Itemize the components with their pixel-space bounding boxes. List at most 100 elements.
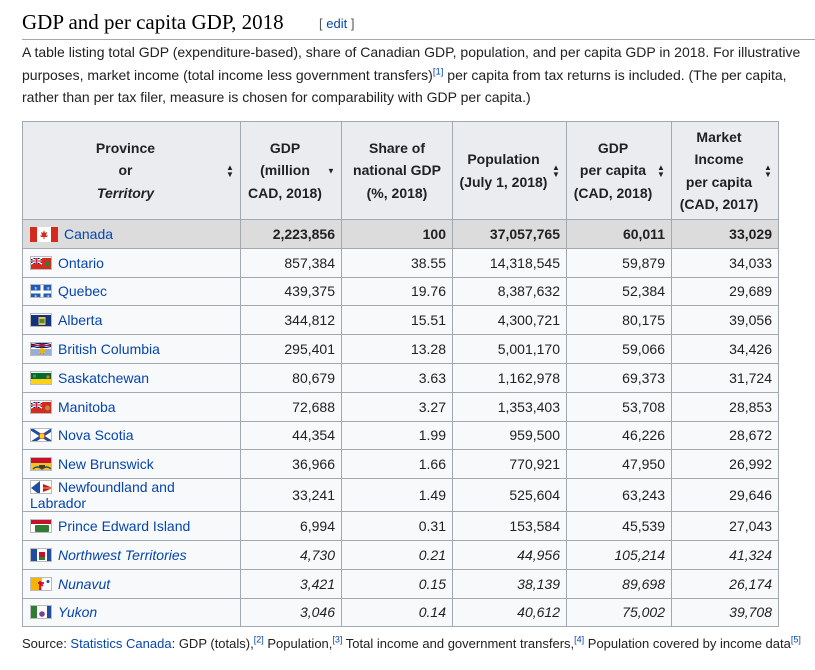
reference-5[interactable]: [5] [790, 634, 801, 645]
cell-share: 1.49 [341, 478, 453, 513]
header-line: Territory [96, 184, 155, 201]
region-link[interactable]: Yukon [58, 604, 98, 621]
cell-gdp: 6,994 [240, 511, 342, 541]
header-province[interactable]: Province or Territory ▲ ▼ [22, 121, 241, 220]
region-link[interactable]: New Brunswick [58, 456, 154, 473]
statistics-canada-link[interactable]: Statistics Canada [70, 636, 172, 651]
british-columbia-flag-icon [30, 342, 52, 357]
intro-paragraph: A table listing total GDP (expenditure-b… [22, 41, 812, 109]
region-link[interactable]: Manitoba [58, 398, 116, 415]
region-link[interactable]: Canada [64, 225, 114, 242]
cell-gdp-per-capita: 52,384 [566, 276, 672, 307]
sort-icon[interactable]: ▲ ▼ [657, 162, 665, 179]
cell-market-income: 31,724 [671, 362, 779, 393]
cell-share: 0.15 [341, 568, 453, 599]
cell-gdp-per-capita: 60,011 [566, 219, 672, 249]
cell-gdp-per-capita: 80,175 [566, 305, 672, 336]
region-link[interactable]: Saskatchewan [58, 369, 150, 386]
cell-gdp: 36,966 [240, 449, 342, 480]
header-line: per capita [685, 173, 753, 190]
header-line: (million [260, 162, 310, 179]
cell-gdp-per-capita: 46,226 [566, 420, 672, 451]
reference-3[interactable]: [3] [332, 634, 343, 645]
cell-share: 0.21 [341, 539, 453, 570]
sort-icon[interactable]: ▲ ▼ [226, 162, 234, 179]
cell-market-income: 29,689 [671, 276, 779, 307]
region-link[interactable]: Ontario [58, 254, 104, 271]
cell-region: Prince Edward Island [22, 511, 241, 541]
table-row: Northwest Territories 4,730 0.21 44,956 105,… [22, 539, 779, 570]
header-line: (%, 2018) [366, 184, 428, 201]
cell-region: Newfoundland and Labrador [22, 478, 241, 513]
cell-gdp: 80,679 [240, 362, 342, 393]
cell-share: 15.51 [341, 305, 453, 336]
cell-gdp: 439,375 [240, 276, 342, 307]
table-header-row: Province or Territory ▲ ▼ GDP (million CA… [22, 121, 779, 220]
canada-flag-icon [30, 226, 58, 242]
region-link[interactable]: Newfoundland and Labrador [30, 479, 175, 512]
cell-region: Northwest Territories [22, 539, 241, 570]
cell-gdp: 295,401 [240, 334, 342, 364]
region-link[interactable]: Northwest Territories [58, 546, 187, 563]
cell-gdp-per-capita: 45,539 [566, 511, 672, 541]
sort-icon[interactable]: ▲ ▼ [764, 162, 772, 179]
source-text: Population, [263, 636, 333, 651]
cell-population: 44,956 [452, 539, 567, 570]
reference-4[interactable]: [4] [574, 634, 585, 645]
cell-gdp-per-capita: 53,708 [566, 391, 672, 422]
cell-gdp: 3,421 [240, 568, 342, 599]
table-row: Ontario 857,384 38.55 14,318,545 59,879 34,03… [22, 247, 779, 278]
cell-share: 19.76 [341, 276, 453, 307]
header-gdp[interactable]: GDP (million CAD, 2018) ▼ [240, 121, 342, 220]
cell-population: 525,604 [452, 478, 567, 513]
region-link[interactable]: Alberta [58, 312, 103, 329]
cell-share: 100 [341, 219, 453, 249]
source-line: Source: Statistics Canada: GDP (totals),… [22, 634, 812, 651]
header-line: (CAD, 2018) [573, 184, 653, 201]
svg-text:⚜: ⚜ [46, 294, 50, 298]
alberta-flag-icon [30, 313, 52, 328]
cell-region: Canada [22, 219, 241, 249]
sort-icon[interactable]: ▲ ▼ [552, 162, 560, 179]
cell-gdp: 857,384 [240, 247, 342, 278]
region-link[interactable]: British Columbia [58, 341, 160, 358]
cell-market-income: 34,426 [671, 334, 779, 364]
header-share[interactable]: Share of national GDP (%, 2018) [341, 121, 453, 220]
region-link[interactable]: Nova Scotia [58, 427, 134, 444]
reference-1[interactable]: [1] [432, 65, 444, 77]
cell-market-income: 28,672 [671, 420, 779, 451]
header-gdp-per-capita[interactable]: GDP per capita (CAD, 2018) ▲ ▼ [566, 121, 672, 220]
cell-gdp-per-capita: 63,243 [566, 478, 672, 513]
cell-region: Saskatchewan [22, 362, 241, 393]
cell-market-income: 27,043 [671, 511, 779, 541]
cell-region: Ontario [22, 247, 241, 278]
region-link[interactable]: Prince Edward Island [58, 518, 191, 535]
edit-bracket-close: ] [347, 16, 355, 31]
table-row: ⚜ ⚜ ⚜ ⚜ Quebec 439,375 19.76 8,387,632 52,384 29,… [22, 276, 779, 307]
cell-gdp-per-capita: 59,066 [566, 334, 672, 364]
header-line: Province [95, 140, 156, 157]
header-line: Population [467, 151, 540, 168]
cell-population: 40,612 [452, 597, 567, 628]
table-row: Manitoba 72,688 3.27 1,353,403 53,708 28,853 [22, 391, 779, 422]
cell-gdp: 72,688 [240, 391, 342, 422]
region-link[interactable]: Nunavut [58, 575, 111, 592]
cell-population: 5,001,170 [452, 334, 567, 364]
edit-link[interactable]: edit [326, 16, 348, 31]
cell-region: Alberta [22, 305, 241, 336]
cell-gdp: 33,241 [240, 478, 342, 513]
reference-2[interactable]: [2] [253, 634, 264, 645]
cell-region: Nova Scotia [22, 420, 241, 451]
cell-population: 14,318,545 [452, 247, 567, 278]
cell-population: 8,387,632 [452, 276, 567, 307]
table-row: Prince Edward Island 6,994 0.31 153,584 45,5… [22, 511, 779, 541]
cell-gdp: 344,812 [240, 305, 342, 336]
header-population[interactable]: Population (July 1, 2018) ▲ ▼ [452, 121, 567, 220]
header-market-income[interactable]: Market Income per capita (CAD, 2017) ▲ ▼ [671, 121, 779, 220]
sort-desc-icon[interactable]: ▼ [327, 166, 335, 175]
region-link[interactable]: Quebec [58, 283, 108, 300]
edit-bracket-open: [ [319, 16, 327, 31]
cell-population: 153,584 [452, 511, 567, 541]
table-row: Canada 2,223,856 100 37,057,765 60,011 33,029 [22, 219, 779, 249]
ontario-flag-icon [30, 255, 52, 270]
